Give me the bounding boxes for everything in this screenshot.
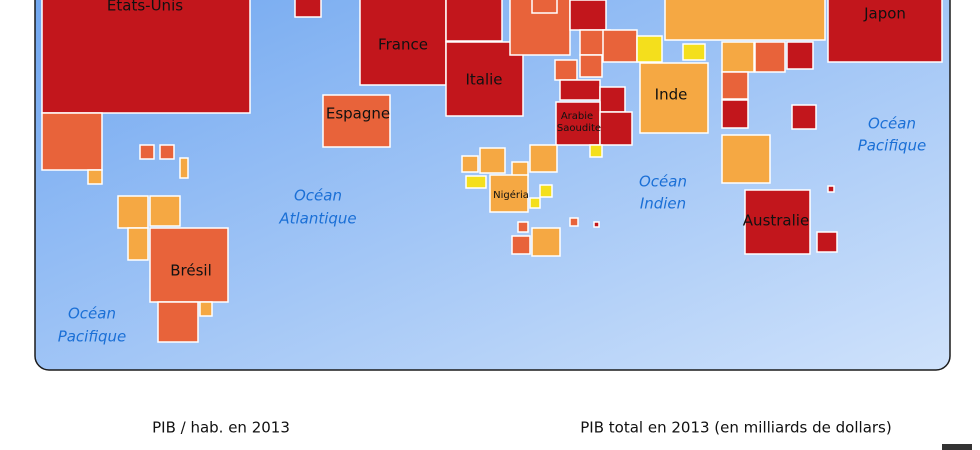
country-label: Japon xyxy=(863,5,906,23)
country-label: Arabie xyxy=(561,111,593,122)
country-label: Brésil xyxy=(170,262,212,280)
ocean-label: Atlantique xyxy=(278,210,356,228)
legend-title: PIB total en 2013 (en milliards de dolla… xyxy=(580,419,891,437)
country-label: Espagne xyxy=(326,105,390,123)
ocean-labels: Océan Atlantique Océan Indien Océan Paci… xyxy=(58,115,927,346)
ocean-label: Indien xyxy=(640,195,686,213)
ocean-label: Océan xyxy=(639,173,687,191)
country-label: Saoudite xyxy=(557,123,601,134)
country-blocks xyxy=(41,0,943,343)
country-label: Inde xyxy=(655,86,688,104)
ocean-label: Océan xyxy=(68,305,116,323)
ocean-label: Océan xyxy=(294,187,342,205)
country-labels: Etats-Unis Japon France Italie Espagne I… xyxy=(107,0,906,280)
ocean-label: Océan xyxy=(868,115,916,133)
legend-title: PIB / hab. en 2013 xyxy=(152,419,290,437)
country-label: Australie xyxy=(743,212,809,230)
ocean-label: Pacifique xyxy=(858,137,927,155)
country-label: Nigéria xyxy=(493,189,529,201)
country-label: Italie xyxy=(465,71,502,89)
country-label: France xyxy=(378,36,428,54)
ocean-label: Pacifique xyxy=(58,328,127,346)
corner-icon xyxy=(942,444,972,450)
country-label: Etats-Unis xyxy=(107,0,183,15)
